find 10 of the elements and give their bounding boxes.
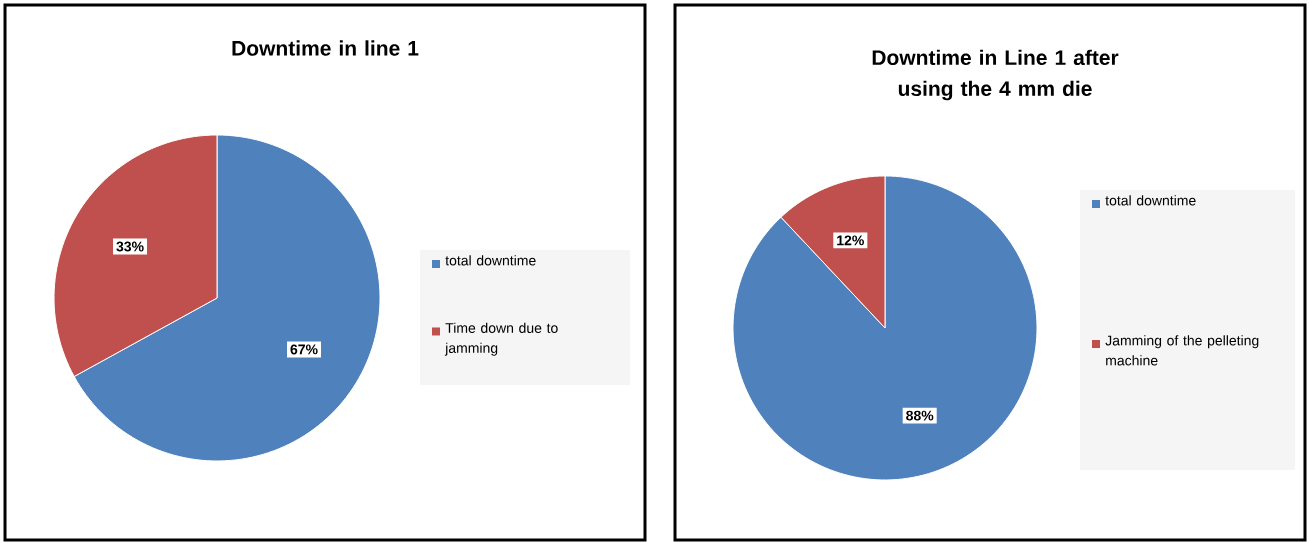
legend-label: Time down due to jamming xyxy=(444,322,558,356)
legend-label: total downtime xyxy=(1105,195,1196,206)
legend-label: total downtime xyxy=(445,255,536,266)
data-label: 33% xyxy=(116,241,144,252)
chart-title: Downtime in Line 1 after using the 4 mm die xyxy=(872,49,1119,101)
data-label: 88% xyxy=(906,410,934,421)
data-label: 12% xyxy=(837,235,864,246)
chart-title: Downtime in line 1 xyxy=(232,40,419,56)
legend-label: Jamming of the pelleting machine xyxy=(1105,335,1259,366)
data-label: 67% xyxy=(290,344,318,355)
